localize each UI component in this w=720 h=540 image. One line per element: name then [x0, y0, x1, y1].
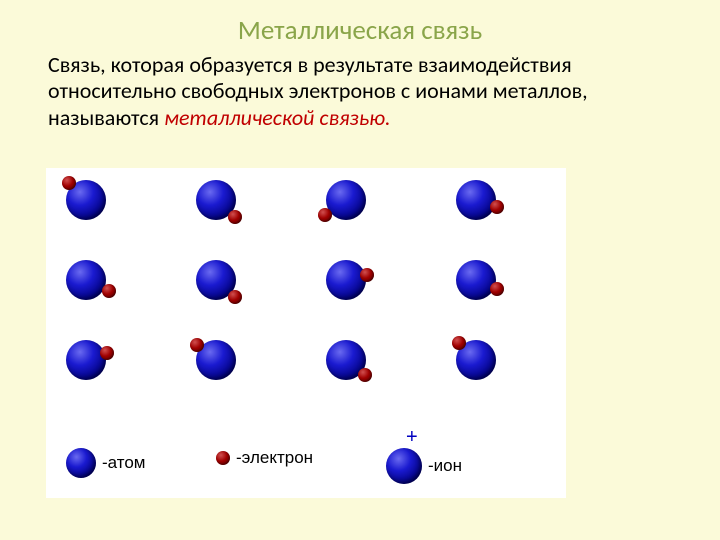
- electron-sphere: [358, 368, 372, 382]
- definition-highlight: металлической связью.: [164, 104, 390, 131]
- legend-item-atom: -атом: [66, 448, 145, 478]
- ion-with-electron: [456, 180, 496, 220]
- ion-with-electron: [66, 180, 106, 220]
- slide: Металлическая связь Связь, которая образ…: [0, 0, 720, 540]
- electron-sphere: [102, 284, 116, 298]
- ion-with-electron: [66, 340, 106, 380]
- ion-sphere: [456, 180, 496, 220]
- electron-sphere: [62, 176, 76, 190]
- legend-label: -атом: [102, 453, 145, 473]
- electron-sphere: [228, 290, 242, 304]
- slide-title: Металлическая связь: [0, 14, 720, 47]
- electron-sphere: [190, 338, 204, 352]
- definition-paragraph: Связь, которая образуется в результате в…: [48, 52, 678, 131]
- ion-sphere: [456, 260, 496, 300]
- ion-with-electron: [196, 340, 236, 380]
- legend-electron-icon: [216, 451, 230, 465]
- ion-sphere: [326, 180, 366, 220]
- ion-sphere: [66, 340, 106, 380]
- ion-with-electron: [456, 260, 496, 300]
- ion-with-electron: [196, 260, 236, 300]
- ion-with-electron: [196, 180, 236, 220]
- ion-with-electron: [326, 340, 366, 380]
- legend-label: -электрон: [236, 448, 313, 468]
- electron-sphere: [228, 210, 242, 224]
- electron-sphere: [100, 346, 114, 360]
- electron-sphere: [318, 208, 332, 222]
- electron-sphere: [360, 268, 374, 282]
- metallic-bond-diagram: -атом-электрон+-ион: [46, 168, 566, 498]
- electron-sphere: [490, 282, 504, 296]
- plus-icon: +: [406, 426, 418, 449]
- electron-sphere: [490, 200, 504, 214]
- ion-sphere: [326, 260, 366, 300]
- ion-with-electron: [326, 260, 366, 300]
- electron-sphere: [452, 336, 466, 350]
- legend-item-ion: +-ион: [386, 448, 462, 484]
- ion-with-electron: [326, 180, 366, 220]
- legend-ion-icon: [386, 448, 422, 484]
- legend-atom-icon: [66, 448, 96, 478]
- legend-label: -ион: [428, 456, 462, 476]
- ion-with-electron: [66, 260, 106, 300]
- ion-with-electron: [456, 340, 496, 380]
- ion-sphere: [66, 260, 106, 300]
- legend-item-electron: -электрон: [216, 448, 313, 468]
